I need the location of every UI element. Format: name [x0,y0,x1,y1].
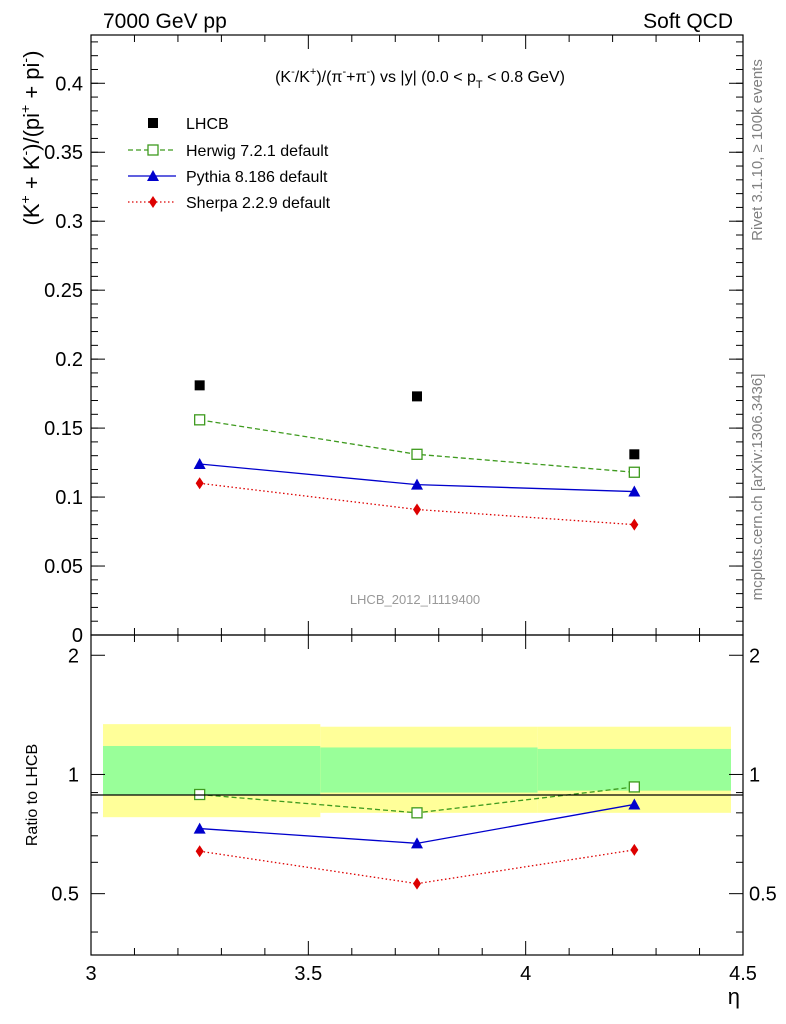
main-point-pythia [628,485,641,497]
ratio-series-sherpa [195,843,639,890]
ratio-point-sherpa [413,877,421,890]
main-ytick-label: 0.2 [55,349,83,371]
main-line-herwig [199,419,635,473]
plot-title: (K-/K+)/(π-+π-) vs |y| (0.0 < pT < 0.8 G… [275,66,565,91]
legend-marker-herwig [147,144,159,156]
ratio-point-sherpa [195,845,204,858]
ratio-series-pythia [193,798,641,849]
main-ytick-label: 0.4 [55,73,83,95]
main-point-herwig [411,448,423,460]
series-layer [193,380,641,890]
ratio-xtick-label: 3 [85,963,96,985]
analysis-watermark: LHCB_2012_I1119400 [350,592,480,607]
main-ytick-label: 0.35 [44,142,83,164]
ratio-ytick-label: 2 [68,645,79,667]
main-point-pythia [411,478,423,490]
band-inner-1 [320,747,538,793]
legend-label-sherpa: Sherpa 2.2.9 default [186,195,331,212]
ratio-ytick-label-right: 1 [749,764,760,786]
ratio-ytick-label-right: 2 [749,645,760,667]
main-ytick-label: 0.25 [44,280,83,302]
ratio-point-pythia [628,798,641,810]
main-line-sherpa [199,482,635,526]
ratio-point-herwig [628,781,640,793]
legend-marker-pythia [147,170,159,181]
side-label-rivet: Rivet 3.1.10, ≥ 100k events [749,59,766,241]
legend-marker-sherpa [149,196,157,208]
legend-label-herwig: Herwig 7.2.1 default [186,143,329,160]
y-axis-label: (K+ + K-)/(pi+ + pi-) [17,51,44,226]
ratio-ytick-label: 0.5 [51,884,79,906]
ratio-line-sherpa [199,849,635,885]
main-series-herwig [194,414,640,478]
main-ytick-label: 0.15 [44,418,83,440]
side-label-mcplots: mcplots.cern.ch [arXiv:1306.3436] [749,374,766,601]
ratio-xtick-label: 3.5 [294,963,322,985]
main-point-lhcb [629,449,640,460]
main-series-sherpa [195,477,639,531]
ratio-y-axis-label: Ratio to LHCB [24,744,41,846]
ratio-point-pythia [193,822,206,834]
x-axis-label: η [728,984,740,1009]
main-series-pythia [193,457,641,497]
main-point-lhcb [194,380,205,391]
header-left: 7000 GeV pp [103,10,227,33]
legend-label-lhcb: LHCB [186,116,229,133]
ratio-point-herwig [411,807,423,819]
ratio-ytick-label-right: 0.5 [749,884,777,906]
main-point-herwig [194,414,206,426]
main-ytick-label: 0.1 [55,487,83,509]
ratio-ytick-label: 1 [68,764,79,786]
legend-item-lhcb: LHCB [148,116,229,133]
main-point-herwig [628,466,640,478]
ratio-point-sherpa [630,843,639,856]
legend-item-pythia: Pythia 8.186 default [128,169,328,186]
main-ytick-label: 0 [72,625,83,647]
band-inner-0 [103,745,321,795]
legend: LHCB Herwig 7.2.1 default Pythia 8.186 d… [128,116,331,212]
main-point-sherpa [195,477,204,490]
legend-item-sherpa: Sherpa 2.2.9 default [128,195,331,212]
main-point-lhcb [412,391,422,402]
ratio-xtick-label: 4 [520,963,531,985]
main-ytick-label: 0.05 [44,556,83,578]
main-point-sherpa [630,518,639,531]
legend-item-herwig: Herwig 7.2.1 default [128,143,329,160]
main-ytick-label: 0.3 [55,211,83,233]
header-right: Soft QCD [643,10,733,33]
main-point-sherpa [413,503,421,516]
main-series-lhcb [194,380,640,460]
main-point-pythia [193,457,206,469]
ratio-xtick-label: 4.5 [729,963,757,985]
legend-label-pythia: Pythia 8.186 default [186,169,328,186]
legend-marker-lhcb [148,118,158,128]
ratio-point-pythia [411,837,423,849]
